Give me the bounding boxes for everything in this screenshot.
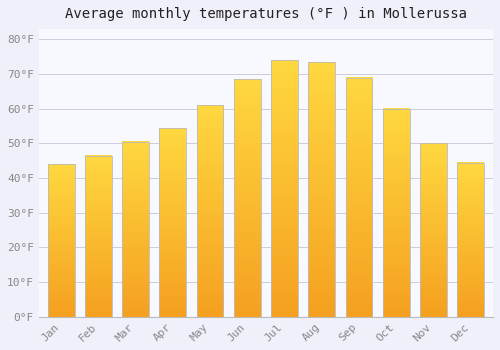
Title: Average monthly temperatures (°F ) in Mollerussa: Average monthly temperatures (°F ) in Mo… [65,7,467,21]
